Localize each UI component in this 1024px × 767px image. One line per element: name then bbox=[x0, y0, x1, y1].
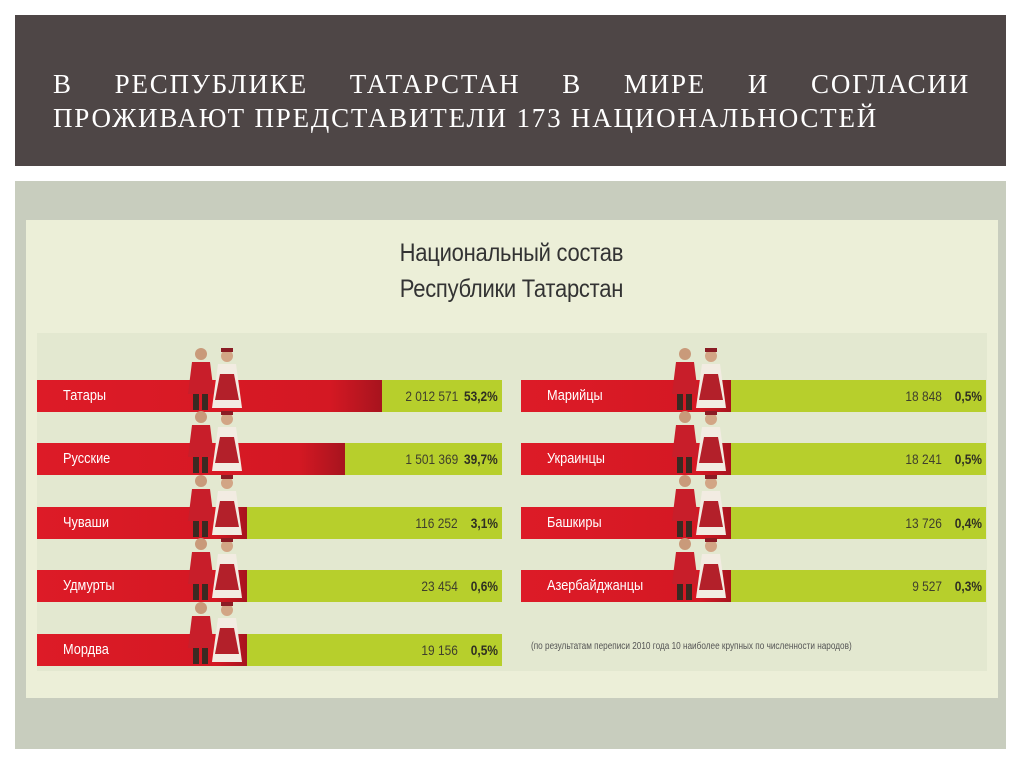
bar-row: Марийцы 18 848 0,5% bbox=[521, 380, 986, 412]
bar-category-label: Башкиры bbox=[547, 514, 602, 531]
bar-category-label: Чуваши bbox=[63, 514, 109, 531]
bar-row: Мордва 19 156 0,5% bbox=[37, 634, 502, 666]
bar-count-label: 2 012 571 bbox=[405, 388, 458, 404]
bar-category-label: Удмурты bbox=[63, 577, 115, 594]
bar-row: Башкиры 13 726 0,4% bbox=[521, 507, 986, 539]
bar-row: Русские 1 501 369 39,7% bbox=[37, 443, 502, 475]
bar-category-label: Мордва bbox=[63, 641, 109, 658]
slide-title-word: В bbox=[53, 69, 73, 99]
slide-title-line-1: В РЕСПУБЛИКЕ ТАТАРСТАН В МИРЕ И СОГЛАСИИ bbox=[53, 67, 970, 101]
bar-count-label: 18 241 bbox=[905, 451, 942, 467]
bar-count-label: 116 252 bbox=[415, 515, 458, 531]
slide-title-word: ТАТАРСТАН bbox=[349, 69, 521, 99]
bar-row: Чуваши 116 252 3,1% bbox=[37, 507, 502, 539]
bar-count-label: 1 501 369 bbox=[405, 451, 458, 467]
bar-percent-label: 0,6% bbox=[470, 578, 498, 594]
slide-title-word: МИРЕ bbox=[623, 69, 707, 99]
bar-category-label: Русские bbox=[63, 450, 111, 467]
slide-title-line-2: ПРОЖИВАЮТ ПРЕДСТАВИТЕЛИ 173 НАЦИОНАЛЬНОС… bbox=[53, 103, 879, 133]
chart-title-line-2: Республики Татарстан bbox=[399, 275, 624, 303]
bar-count-label: 18 848 bbox=[905, 388, 942, 404]
bar-category-label: Азербайджанцы bbox=[547, 577, 644, 594]
chart-title-line-1: Национальный состав bbox=[399, 239, 624, 267]
bar-percent-label: 0,3% bbox=[954, 578, 982, 594]
bar-row: Азербайджанцы 9 527 0,3% bbox=[521, 570, 986, 602]
bar-percent-label: 3,1% bbox=[470, 515, 498, 531]
slide-title-word: И bbox=[747, 69, 770, 99]
bar-row: Украинцы 18 241 0,5% bbox=[521, 443, 986, 475]
slide-title-word: В bbox=[562, 69, 583, 99]
slide-title-word: СОГЛАСИИ bbox=[811, 69, 970, 99]
bar-percent-label: 39,7% bbox=[464, 451, 498, 467]
bar-count-label: 13 726 bbox=[905, 515, 942, 531]
bar-row: Татары 2 012 571 53,2% bbox=[37, 380, 502, 412]
bar-category-label: Марийцы bbox=[547, 387, 603, 404]
chart-title: Национальный состав Республики Татарстан bbox=[0, 235, 1024, 307]
bar-category-label: Украинцы bbox=[547, 450, 605, 467]
bar-percent-label: 0,4% bbox=[954, 515, 982, 531]
bar-count-label: 9 527 bbox=[912, 578, 942, 594]
bar-count-label: 19 156 bbox=[421, 642, 458, 658]
slide-title-word: РЕСПУБЛИКЕ bbox=[114, 69, 308, 99]
bar-count-label: 23 454 bbox=[421, 578, 458, 594]
chart-footnote: (по результатам переписи 2010 года 10 на… bbox=[531, 641, 852, 652]
bar-percent-label: 0,5% bbox=[954, 451, 982, 467]
bar-percent-label: 0,5% bbox=[954, 388, 982, 404]
bar-percent-label: 0,5% bbox=[470, 642, 498, 658]
bar-percent-label: 53,2% bbox=[464, 388, 498, 404]
slide-title-bar: В РЕСПУБЛИКЕ ТАТАРСТАН В МИРЕ И СОГЛАСИИ ПРОЖИ… bbox=[15, 15, 1006, 166]
bar-category-label: Татары bbox=[63, 387, 107, 404]
bar-row: Удмурты 23 454 0,6% bbox=[37, 570, 502, 602]
